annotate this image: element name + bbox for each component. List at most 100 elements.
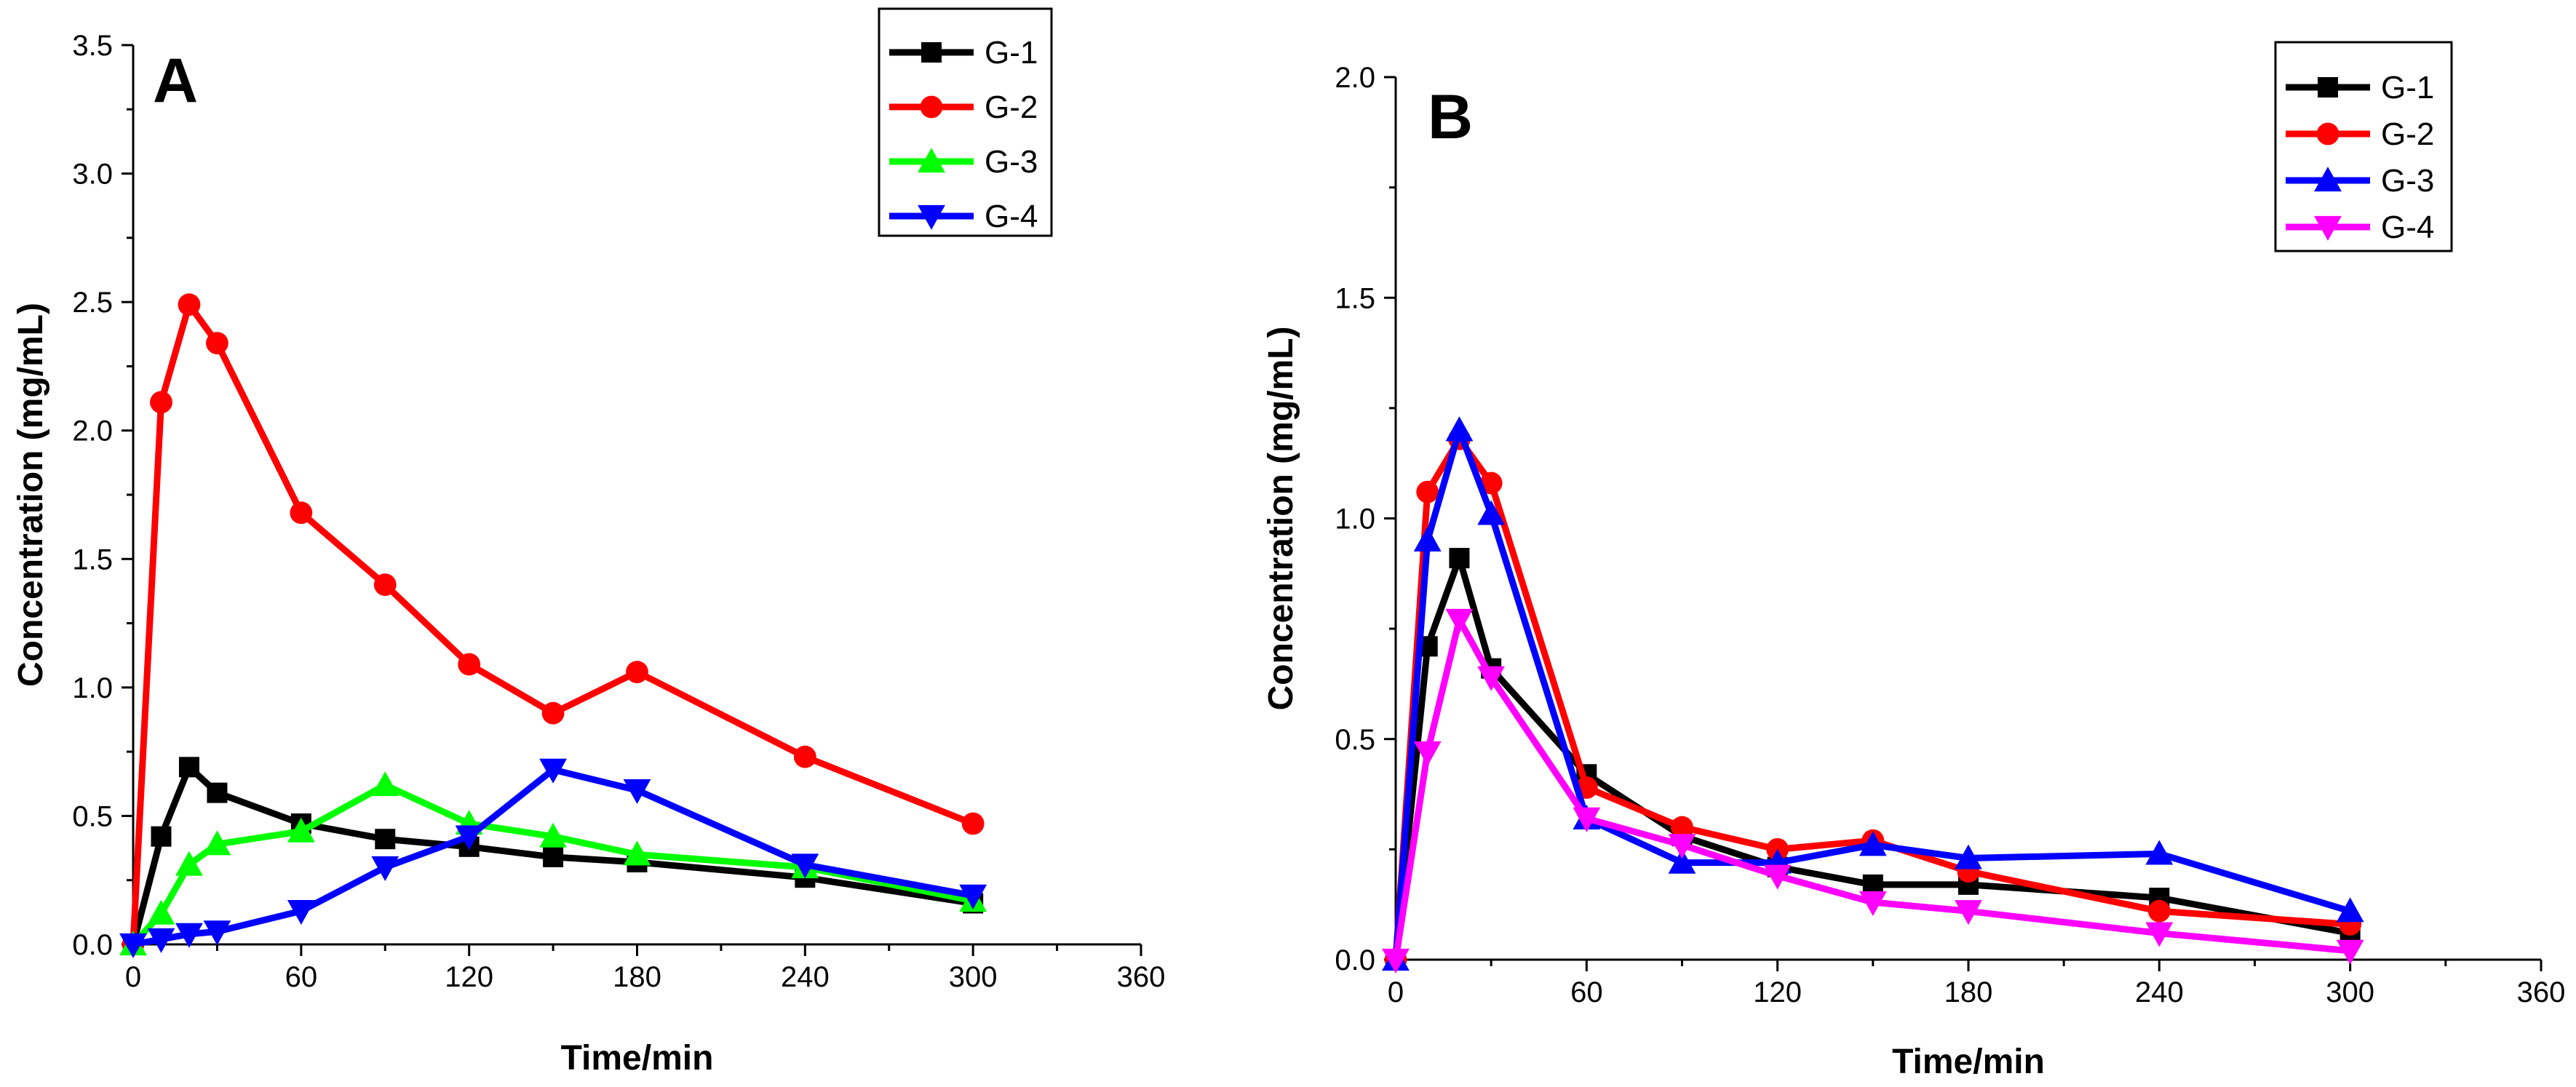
x-axis-title: Time/min bbox=[1892, 1043, 2045, 1081]
data-point-g-1 bbox=[375, 829, 396, 850]
data-point-g-4 bbox=[203, 920, 231, 946]
data-point-g-1 bbox=[151, 826, 172, 847]
data-point-g-3 bbox=[1413, 526, 1442, 552]
data-point-g-2 bbox=[2147, 899, 2171, 923]
data-point-g-4 bbox=[1763, 864, 1792, 890]
data-point-g-3 bbox=[2145, 840, 2174, 865]
data-point-g-3 bbox=[1955, 844, 1982, 869]
legend-label-g-4: G-4 bbox=[2381, 210, 2434, 245]
x-tick-label: 60 bbox=[285, 961, 318, 993]
x-tick-label: 0 bbox=[125, 961, 141, 993]
data-point-g-4 bbox=[371, 856, 399, 881]
data-point-g-4 bbox=[959, 884, 987, 909]
y-tick-label: 1.0 bbox=[72, 672, 113, 704]
data-point-g-2 bbox=[373, 573, 397, 596]
legend-label-g-2: G-2 bbox=[985, 89, 1038, 125]
legend-label-g-1: G-1 bbox=[2381, 70, 2434, 105]
data-point-g-2 bbox=[290, 501, 313, 525]
data-point-g-2 bbox=[793, 745, 816, 768]
data-point-g-4 bbox=[1413, 741, 1442, 766]
x-tick-label: 300 bbox=[949, 961, 998, 993]
legend-marker-g-2 bbox=[920, 95, 943, 119]
legend-label-g-3: G-3 bbox=[2381, 163, 2434, 199]
y-tick-label: 0.5 bbox=[1335, 724, 1375, 756]
data-point-g-3 bbox=[1859, 831, 1887, 856]
data-point-g-1 bbox=[207, 782, 228, 803]
data-point-g-3 bbox=[1445, 416, 1474, 442]
data-point-g-4 bbox=[1573, 807, 1601, 832]
data-point-g-4 bbox=[119, 933, 147, 958]
x-tick-label: 360 bbox=[1117, 961, 1166, 993]
data-point-g-4 bbox=[455, 825, 483, 851]
legend-label-g-4: G-4 bbox=[985, 199, 1038, 234]
data-point-g-3 bbox=[623, 840, 651, 866]
data-point-g-4 bbox=[539, 758, 567, 784]
data-point-g-4 bbox=[1477, 666, 1506, 691]
data-point-g-1 bbox=[178, 757, 199, 778]
legend-label-g-1: G-1 bbox=[985, 35, 1038, 71]
data-point-g-2 bbox=[206, 332, 228, 355]
data-point-g-2 bbox=[541, 701, 565, 725]
legend-marker-g-1 bbox=[921, 42, 942, 63]
y-tick-label: 2.0 bbox=[1335, 62, 1375, 94]
data-point-g-2 bbox=[458, 653, 481, 676]
data-point-g-4 bbox=[1668, 834, 1696, 859]
x-tick-label: 360 bbox=[2517, 976, 2566, 1008]
legend-label-g-3: G-3 bbox=[985, 144, 1038, 180]
y-tick-label: 3.0 bbox=[72, 159, 113, 191]
data-point-g-4 bbox=[791, 853, 819, 879]
x-tick-label: 120 bbox=[445, 961, 493, 993]
x-tick-label: 180 bbox=[613, 961, 661, 993]
y-tick-label: 2.0 bbox=[72, 415, 113, 447]
data-point-g-3 bbox=[1477, 500, 1506, 525]
legend-marker-g-2 bbox=[2316, 122, 2340, 146]
data-point-g-4 bbox=[287, 899, 315, 925]
data-point-g-3 bbox=[147, 899, 175, 925]
data-point-g-4 bbox=[1955, 900, 1982, 925]
y-tick-label: 0.0 bbox=[72, 929, 113, 961]
legend-box bbox=[878, 7, 1053, 237]
x-axis-title: Time/min bbox=[561, 1039, 714, 1078]
data-point-g-4 bbox=[1382, 948, 1410, 973]
y-tick-label: 1.5 bbox=[72, 544, 113, 576]
data-point-g-3 bbox=[371, 771, 399, 797]
data-point-g-3 bbox=[203, 830, 231, 856]
x-tick-label: 240 bbox=[2135, 976, 2184, 1008]
panel-label: A bbox=[153, 46, 198, 116]
x-tick-label: 0 bbox=[1388, 976, 1404, 1008]
data-point-g-1 bbox=[1449, 548, 1470, 569]
legend-marker-g-4 bbox=[2314, 215, 2342, 241]
y-axis-title: Concentration (mg/mL) bbox=[1262, 327, 1300, 711]
panel-label: B bbox=[1428, 82, 1473, 152]
data-point-g-3 bbox=[287, 817, 315, 843]
data-point-g-3 bbox=[2336, 897, 2364, 923]
data-point-g-4 bbox=[175, 923, 203, 948]
data-point-g-2 bbox=[1671, 816, 1693, 839]
data-point-g-3 bbox=[1668, 848, 1696, 874]
data-point-g-1 bbox=[543, 846, 564, 867]
legend: G-1 G-2 G-3 G-4 bbox=[2274, 41, 2453, 252]
data-point-g-4 bbox=[1445, 608, 1474, 634]
y-tick-label: 1.5 bbox=[1335, 282, 1375, 314]
legend-marker-g-3 bbox=[918, 148, 945, 173]
y-tick-label: 1.0 bbox=[1335, 503, 1375, 535]
legend-marker-g-1 bbox=[2318, 77, 2338, 97]
data-point-g-4 bbox=[623, 779, 651, 805]
data-point-g-4 bbox=[147, 928, 175, 953]
x-tick-label: 240 bbox=[781, 961, 830, 993]
y-axis-title: Concentration (mg/mL) bbox=[12, 303, 50, 687]
panel-a-chart: 0 60 120 180 240 300 360 0.0 0.5 1.0 1.5 2.0 2.5 3.0 3… bbox=[12, 7, 1166, 1078]
panel-b-chart: 0 60 120 180 240 300 360 0.0 0.5 1.0 1.5 2.0 Time/mi… bbox=[1262, 41, 2566, 1081]
data-point-g-3 bbox=[539, 822, 567, 848]
y-tick-label: 0.5 bbox=[72, 800, 113, 832]
legend-marker-g-3 bbox=[2314, 167, 2342, 192]
legend: G-1 G-2 G-3 G-4 bbox=[878, 7, 1053, 237]
y-tick-label: 2.5 bbox=[72, 287, 113, 319]
data-point-g-2 bbox=[626, 661, 648, 684]
data-point-g-2 bbox=[1479, 471, 1503, 495]
data-point-g-2 bbox=[150, 391, 172, 414]
x-tick-label: 60 bbox=[1570, 976, 1603, 1008]
data-point-g-3 bbox=[175, 851, 203, 876]
x-tick-label: 180 bbox=[1944, 976, 1993, 1008]
